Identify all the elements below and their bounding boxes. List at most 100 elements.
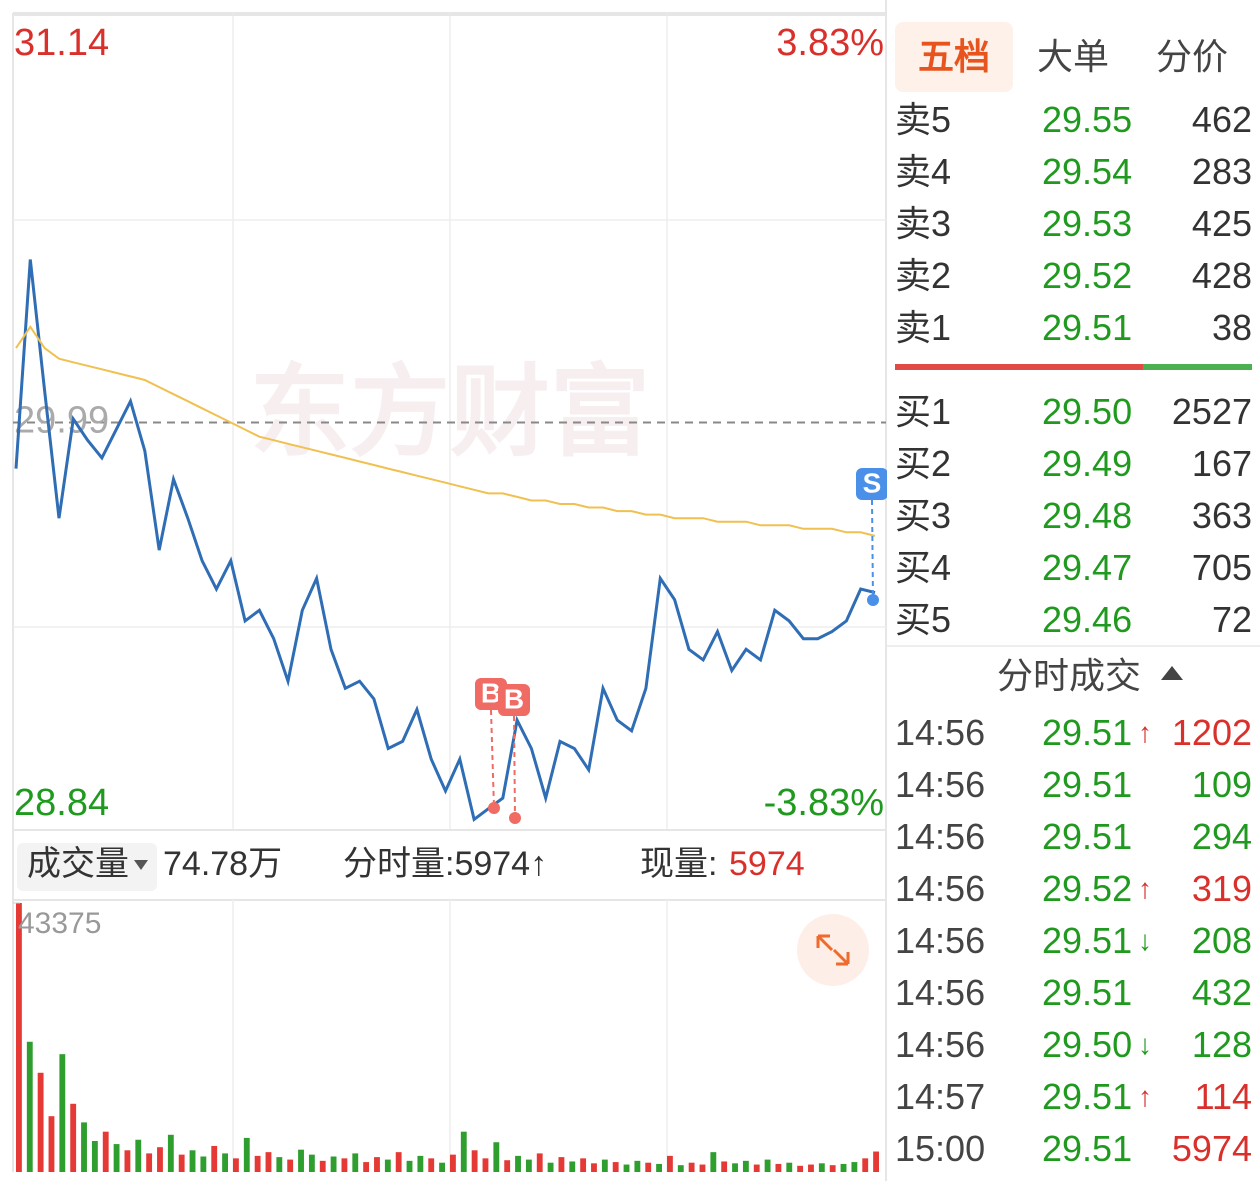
volume-bar [200,1156,207,1172]
volume-bar [265,1152,272,1172]
marker-label: S [863,467,882,498]
book-volume: 72 [1211,599,1252,640]
volume-bar [873,1151,879,1172]
book-volume: 38 [1211,307,1252,348]
book-volume: 462 [1191,99,1252,140]
volume-bar [504,1160,511,1172]
trades-title: 分时成交 [997,655,1142,696]
volume-bar [276,1157,283,1172]
book-label: 买5 [895,599,952,640]
sort-icon[interactable] [1161,666,1183,680]
trade-volume: 1202 [1171,712,1252,753]
book-label: 卖2 [895,255,952,296]
book-volume: 167 [1191,443,1252,484]
volume-bar [634,1160,641,1172]
trade-price: 29.51 [1042,816,1133,857]
book-price: 29.50 [1042,391,1133,432]
volume-bar [667,1155,673,1172]
volume-bar [753,1164,760,1172]
volume-bar [243,1137,250,1172]
dropdown-icon [134,860,148,870]
trade-volume: 114 [1194,1076,1252,1117]
volume-bar [710,1152,717,1172]
y2-tick-label: -3.83% [764,782,884,824]
book-volume: 425 [1191,203,1252,244]
book-volume: 283 [1191,151,1252,192]
volume-bar [851,1162,858,1172]
volume-bar [428,1158,435,1172]
volume-bar [16,903,22,1172]
volume-bar [471,1150,478,1172]
book-label: 卖1 [895,307,952,348]
volume-bar [645,1162,652,1172]
trade-volume: 294 [1191,816,1252,857]
trade-price: 29.51 [1042,972,1133,1013]
volume-bar [515,1155,521,1172]
marker-dot [867,594,879,606]
book-volume: 363 [1191,495,1252,536]
volume-bar [623,1164,630,1172]
trade-time: 14:56 [895,868,986,909]
minute-volume: 分时量:5974↑ [343,845,547,883]
trade-price: 29.50 [1042,1024,1133,1065]
volume-bar [742,1160,749,1172]
trade-time: 14:56 [895,972,986,1013]
book-price: 29.51 [1042,307,1133,348]
trade-time: 14:56 [895,816,986,857]
volume-bar [406,1160,413,1172]
volume-bar [233,1158,239,1172]
y-tick-label: 28.84 [14,782,109,824]
volume-total: 74.78万 [163,845,282,883]
trade-time: 14:56 [895,764,986,805]
volume-bar [797,1165,804,1172]
volume-bar [775,1163,782,1172]
trade-arrow: ↓ [1138,1029,1152,1060]
tab-active-bg [895,22,1013,92]
trade-volume: 128 [1191,1024,1252,1065]
volume-bar [417,1155,424,1172]
book-volume: 705 [1191,547,1252,588]
trade-volume: 109 [1191,764,1252,805]
volume-bar [178,1154,185,1172]
volume-bar [135,1139,142,1172]
marker-label: B [504,683,524,714]
trade-time: 14:57 [895,1076,986,1117]
book-price: 29.54 [1042,151,1133,192]
volume-bar [450,1154,456,1172]
book-label: 买4 [895,547,952,588]
volume-bar [308,1154,315,1172]
expand-button[interactable] [797,914,869,986]
volume-bar [81,1122,87,1172]
volume-bar [222,1153,228,1172]
volume-bar [352,1153,359,1172]
volume-bar [601,1159,608,1172]
tab[interactable]: 分价 [1155,36,1228,77]
price-line [14,259,876,822]
tab[interactable]: 大单 [1036,36,1109,77]
volume-bar [37,1072,44,1172]
current-volume: 5974 [729,845,805,883]
volume-bar [808,1164,814,1172]
trade-price: 29.52 [1042,868,1133,909]
marker-box [498,684,530,716]
trade-volume: 208 [1191,920,1252,961]
book-label: 买2 [895,443,952,484]
book-price: 29.55 [1042,99,1133,140]
average-line [15,325,876,537]
book-volume: 2527 [1171,391,1252,432]
trade-arrow: ↓ [1138,925,1152,956]
trade-price: 29.51 [1042,712,1133,753]
volume-bar [612,1162,619,1172]
marker-stem [513,715,516,819]
volume-bar [124,1150,131,1172]
divider [887,645,1260,647]
volume-bar [840,1163,847,1172]
volume-selector[interactable] [17,843,157,891]
marker-label: B [481,677,501,708]
volume-bar [862,1158,869,1172]
trade-price: 29.51 [1042,764,1133,805]
volume-bar [699,1164,706,1172]
tab[interactable]: 五档 [917,36,990,77]
book-price: 29.52 [1042,255,1133,296]
